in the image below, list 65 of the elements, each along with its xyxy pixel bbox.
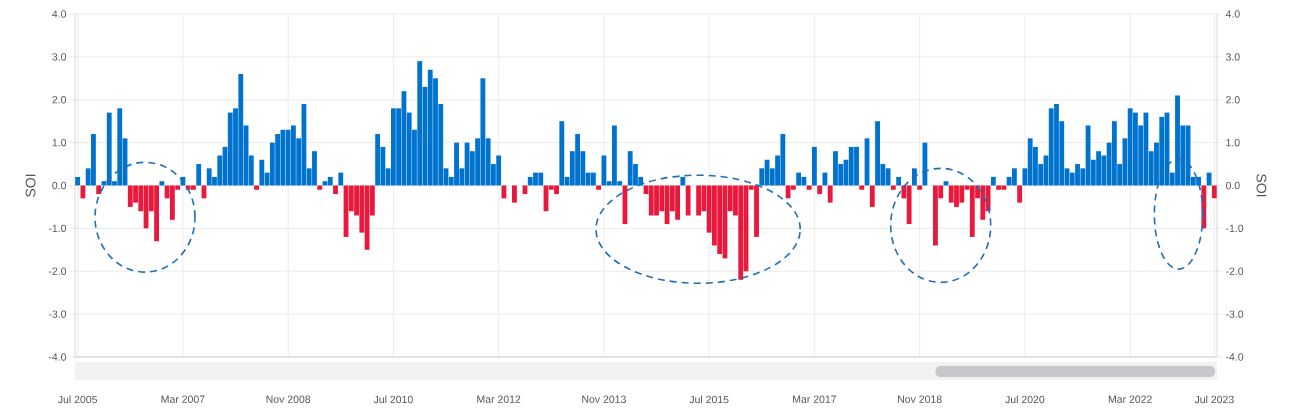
y2-tick-label: 0.0: [1225, 181, 1240, 190]
bar: [890, 185, 896, 190]
bar: [811, 146, 817, 186]
x-tick-label: Mar 2022: [1108, 395, 1152, 403]
bar: [338, 172, 344, 186]
y-tick-label: -2.0: [48, 267, 67, 275]
y2-tick-label: 4.0: [1225, 10, 1240, 18]
y-tick-label: 2.0: [52, 96, 67, 104]
y2-axis-title: SOI: [1256, 174, 1267, 197]
bar: [796, 172, 802, 186]
y2-tick-label: -3.0: [1226, 310, 1244, 318]
bar: [869, 185, 875, 207]
y-tick-label: 3.0: [52, 53, 67, 61]
x-tick-label: Jul 2005: [57, 395, 98, 404]
bar: [996, 185, 1002, 190]
x-tick-label: Mar 2012: [477, 395, 521, 403]
y-tick-label: 4.0: [52, 10, 67, 18]
y2-tick-label: 3.0: [1225, 53, 1240, 61]
bar: [806, 185, 812, 190]
y-tick-label: -1.0: [48, 224, 67, 233]
bar: [590, 172, 596, 186]
bar: [680, 176, 686, 186]
bar: [896, 176, 902, 186]
bar: [1017, 185, 1023, 203]
bar: [827, 185, 833, 203]
bar: [80, 185, 86, 199]
x-tick-label: Mar 2017: [793, 395, 837, 403]
bar: [501, 185, 507, 199]
y2-tick-label: 1.0: [1226, 138, 1240, 147]
y2-tick-label: -4.0: [1226, 353, 1244, 361]
bar: [559, 121, 565, 186]
bar: [317, 185, 323, 190]
x-tick-label: Mar 2007: [161, 395, 205, 403]
y-tick-label: -4.0: [48, 353, 67, 361]
bar: [859, 185, 865, 190]
bar: [1206, 172, 1212, 186]
y2-tick-label: -2.0: [1226, 267, 1244, 275]
bar: [254, 185, 259, 190]
x-tick-label: Jul 2020: [1005, 395, 1045, 404]
x-tick-label: Nov 2013: [582, 395, 626, 403]
x-tick-label: Nov 2008: [266, 395, 311, 403]
bar: [333, 185, 338, 195]
bar: [817, 185, 823, 195]
bar: [512, 185, 517, 203]
x-tick-label: Nov 2018: [898, 395, 942, 403]
bar: [375, 134, 381, 186]
x-tick-label: Jul 2010: [373, 395, 413, 404]
bar: [596, 185, 602, 190]
bar: [990, 176, 996, 186]
bar: [96, 185, 102, 195]
y-tick-label: 1.0: [52, 138, 67, 147]
y2-tick-label: 2.0: [1226, 96, 1240, 104]
bar: [696, 185, 702, 216]
bar: [159, 181, 165, 186]
bar: [1011, 168, 1017, 186]
bar: [196, 164, 202, 186]
x-tick-label: Jul 2015: [689, 395, 729, 404]
bar: [327, 176, 333, 186]
y-tick-label: -3.0: [48, 310, 67, 318]
x-tick-label: Jul 2023: [1194, 395, 1234, 404]
y2-tick-label: -1.0: [1226, 224, 1244, 233]
bar: [917, 185, 923, 190]
y-axis-title: SOI: [25, 174, 36, 197]
y-tick-label: 0.0: [52, 181, 67, 190]
bar: [685, 185, 691, 216]
